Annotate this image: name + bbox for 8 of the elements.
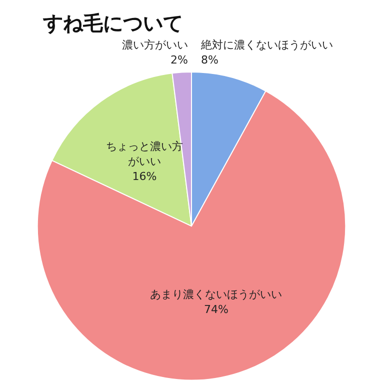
data-label: 16% — [132, 170, 157, 183]
data-label: 2% — [170, 53, 188, 66]
data-label: 74% — [204, 303, 228, 316]
slice-label: 濃い方がいい — [122, 38, 188, 52]
data-label: 8% — [201, 53, 218, 66]
slice-label: 絶対に濃くないほうがいい — [200, 38, 333, 52]
chart-title: すね毛について — [42, 11, 183, 35]
slice-label: あまり濃くないほうがいい — [150, 288, 282, 302]
